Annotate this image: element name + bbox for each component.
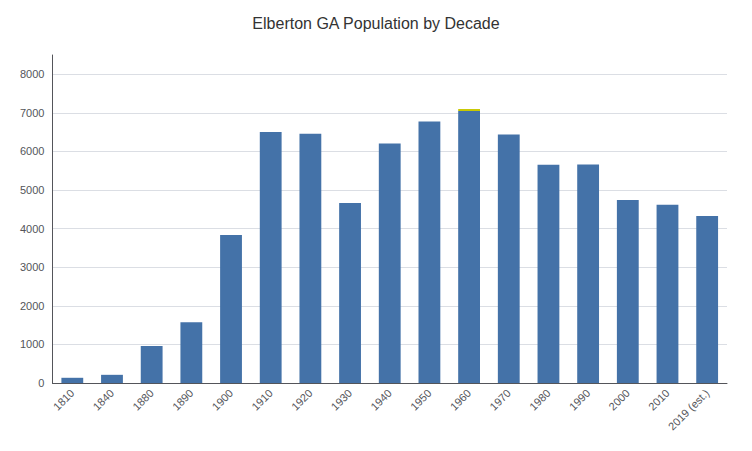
- svg-text:1990: 1990: [567, 387, 593, 413]
- svg-text:1880: 1880: [130, 387, 156, 413]
- svg-text:1920: 1920: [289, 387, 315, 413]
- svg-text:6000: 6000: [20, 145, 44, 157]
- svg-text:5000: 5000: [20, 184, 44, 196]
- svg-text:1840: 1840: [90, 387, 116, 413]
- svg-text:1810: 1810: [51, 387, 77, 413]
- svg-text:8000: 8000: [20, 68, 44, 80]
- svg-text:2010: 2010: [646, 387, 672, 413]
- svg-text:1980: 1980: [527, 387, 553, 413]
- svg-text:3000: 3000: [20, 261, 44, 273]
- svg-text:0: 0: [38, 377, 44, 389]
- svg-text:7000: 7000: [20, 107, 44, 119]
- svg-text:1940: 1940: [368, 387, 394, 413]
- svg-text:4000: 4000: [20, 223, 44, 235]
- svg-text:1910: 1910: [249, 387, 275, 413]
- svg-text:1890: 1890: [170, 387, 196, 413]
- svg-text:1000: 1000: [20, 338, 44, 350]
- svg-text:Elberton GA Population by Deca: Elberton GA Population by Decade: [252, 15, 499, 32]
- svg-text:1930: 1930: [329, 387, 355, 413]
- svg-text:2000: 2000: [606, 387, 632, 413]
- svg-text:1960: 1960: [448, 387, 474, 413]
- svg-text:1970: 1970: [487, 387, 513, 413]
- svg-text:2019 (est.): 2019 (est.): [666, 387, 712, 433]
- svg-text:1900: 1900: [210, 387, 236, 413]
- svg-text:1950: 1950: [408, 387, 434, 413]
- svg-text:2000: 2000: [20, 300, 44, 312]
